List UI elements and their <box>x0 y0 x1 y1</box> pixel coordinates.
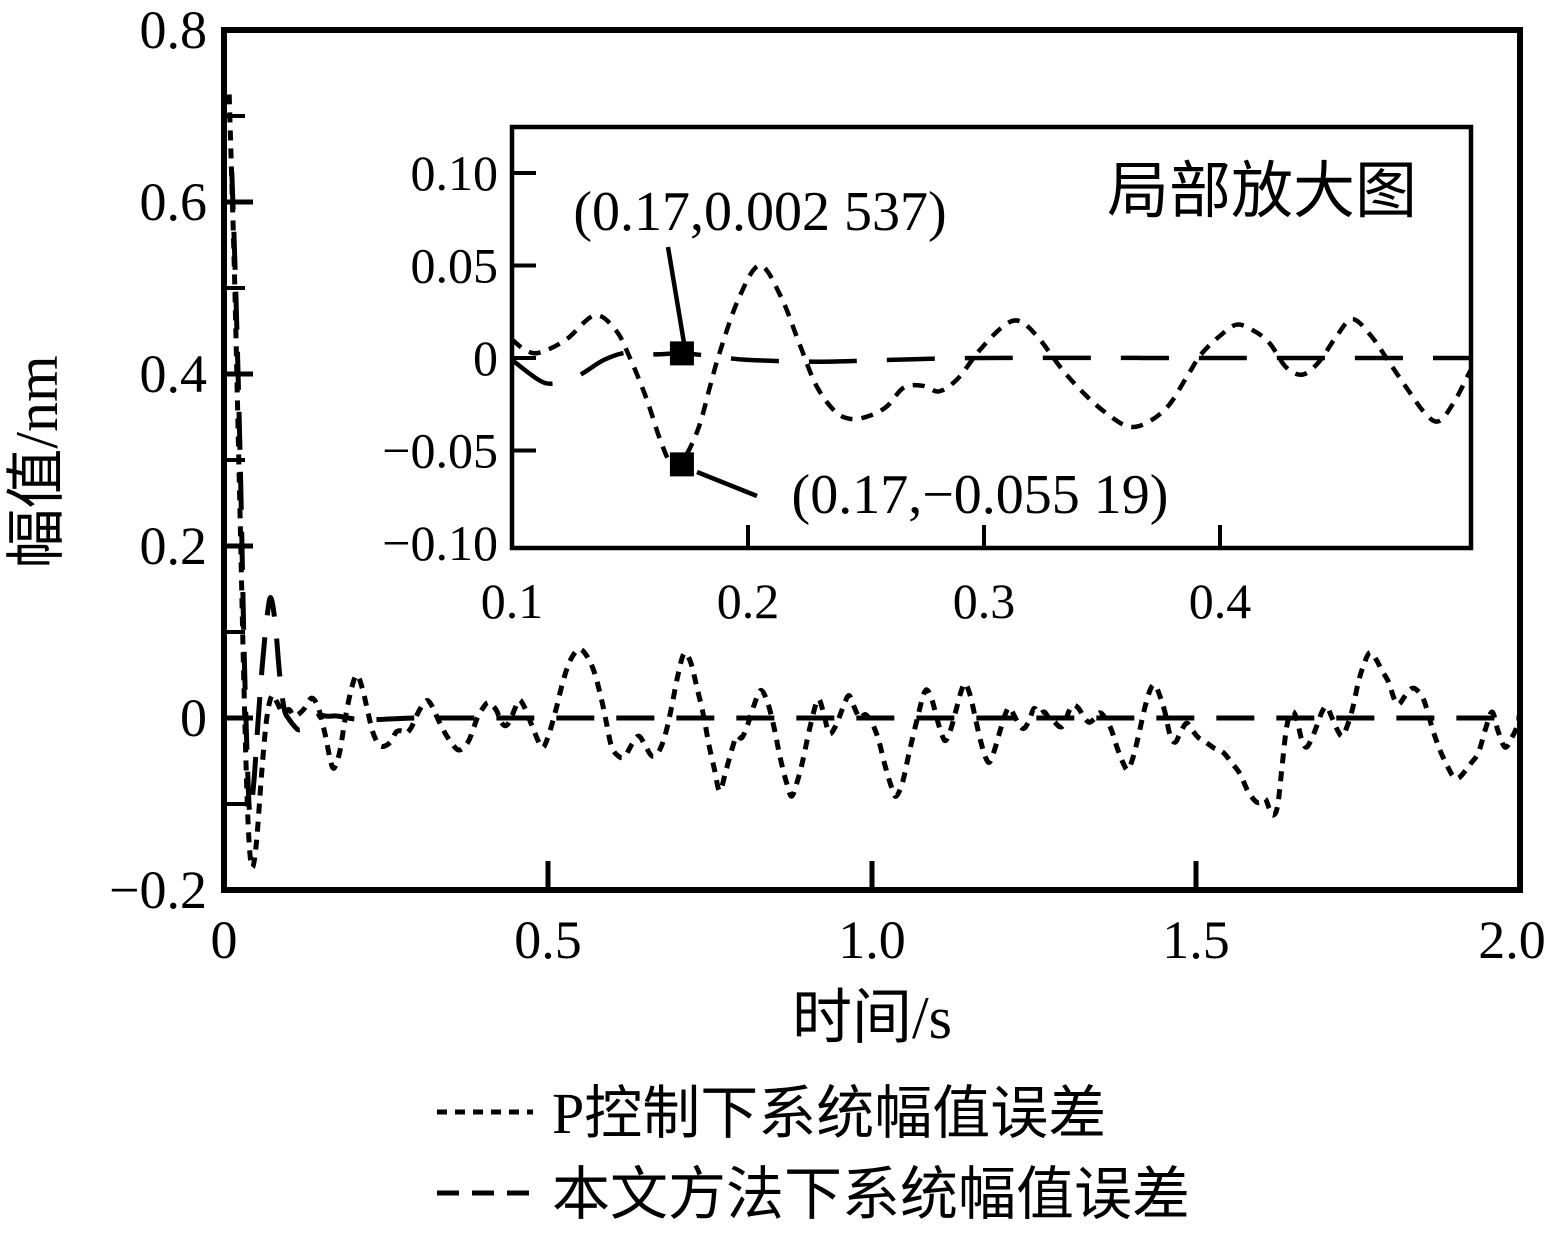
main-curves <box>226 94 1521 870</box>
inset-x-tick-label: 0.4 <box>1189 573 1252 629</box>
legend-label-p-control: P控制下系统幅值误差 <box>552 1081 1106 1146</box>
legend: P控制下系统幅值误差 本文方法下系统幅值误差 <box>437 1081 1190 1227</box>
legend-label-proposed-method: 本文方法下系统幅值误差 <box>552 1162 1190 1227</box>
main-axis-tick-labels: 0.80.60.40.20−0.20 0.5 1.0 1.5 2.0 <box>109 0 1546 970</box>
inset-y-tick-label: 0.05 <box>411 238 499 294</box>
annotation-lower: (0.17,−0.055 19) <box>792 464 1169 526</box>
inset-marker-square <box>669 452 694 477</box>
main-y-tick-label: 0.8 <box>140 0 208 60</box>
main-x-tick-label: 1.0 <box>838 910 906 970</box>
annotation-leader-line-lower <box>696 469 758 499</box>
main-plot: 0.80.60.40.20−0.20 0.5 1.0 1.5 2.0 幅值/nm 时间/… <box>4 0 1546 1051</box>
y-axis-label: 幅值/nm <box>4 355 70 568</box>
inset-plot: 0.10 0.05 0 −0.05 −0.100.1 0.2 0.3 0.4 局部放大图 (0… <box>382 124 1474 629</box>
main-y-tick-label: 0.6 <box>140 172 208 232</box>
inset-title: 局部放大图 <box>1107 158 1417 226</box>
inset-y-tick-label: −0.05 <box>382 423 498 479</box>
inset-axis-ticks <box>514 171 1222 546</box>
main-y-tick-label: 0 <box>180 688 207 748</box>
inset-data-markers <box>669 341 694 477</box>
main-x-tick-label: 0 <box>211 910 238 970</box>
inset-curve-dashed <box>512 349 1471 386</box>
main-y-tick-label: 0.4 <box>140 344 208 404</box>
inset-x-tick-label: 0.3 <box>953 573 1016 629</box>
inset-y-tick-label: 0.10 <box>411 145 499 201</box>
main-plot-border <box>221 27 1523 893</box>
main-axis-ticks <box>227 114 1199 887</box>
main-x-tick-label: 2.0 <box>1478 910 1546 970</box>
main-x-tick-label: 1.5 <box>1162 910 1230 970</box>
inset-x-tick-label: 0.1 <box>481 573 544 629</box>
main-curve-dashed <box>229 171 1520 816</box>
main-x-tick-label: 0.5 <box>514 910 582 970</box>
inset-axis-tick-labels: 0.10 0.05 0 −0.05 −0.100.1 0.2 0.3 0.4 <box>382 145 1251 629</box>
inset-x-tick-label: 0.2 <box>717 573 780 629</box>
inset-plot-border <box>509 124 1474 551</box>
inset-marker-square <box>669 341 694 366</box>
annotation-upper: (0.17,0.002 537) <box>573 181 946 243</box>
main-y-tick-label: −0.2 <box>109 860 207 920</box>
inset-y-tick-label: −0.10 <box>382 515 498 571</box>
main-y-tick-label: 0.2 <box>140 516 208 576</box>
x-axis-label: 时间/s <box>792 985 952 1051</box>
annotation-leader-line-upper <box>665 246 687 344</box>
inset-y-tick-label: 0 <box>473 330 498 386</box>
